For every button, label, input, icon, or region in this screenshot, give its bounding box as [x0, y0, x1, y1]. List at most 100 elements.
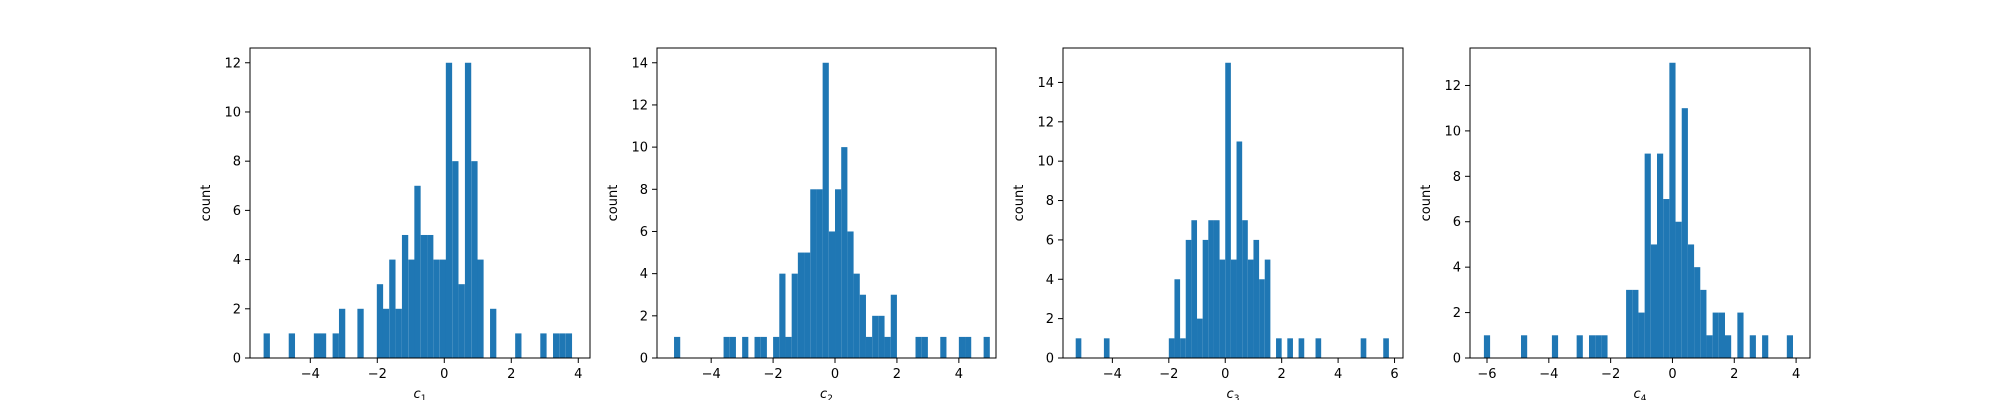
histogram-bar — [853, 273, 860, 358]
histogram-bar — [1706, 335, 1713, 358]
x-tick-label: 4 — [1792, 367, 1800, 382]
y-axis-label: count — [606, 185, 621, 222]
histogram-bar — [1276, 338, 1282, 358]
x-tick-label: −4 — [702, 367, 721, 382]
y-tick-label: 10 — [224, 105, 241, 120]
y-tick-label: 6 — [233, 204, 241, 219]
histogram-bar — [779, 273, 786, 358]
histogram-bar — [458, 284, 465, 358]
x-tick-label: −6 — [1477, 367, 1496, 382]
histogram-bar — [1191, 220, 1198, 358]
histogram-bar — [1230, 259, 1237, 358]
histogram-panel-2: −4 −2 0 2 4 0 2 4 6 8 10 12 14 c2 count — [606, 47, 997, 400]
x-tick-label: −2 — [764, 367, 783, 382]
histogram-bar — [1675, 221, 1682, 358]
histogram-bar — [1663, 199, 1670, 358]
histogram-bar — [791, 273, 798, 358]
x-tick-label: 4 — [955, 367, 963, 382]
axes-frame — [1062, 47, 1404, 359]
histogram-bar — [338, 308, 346, 358]
histogram-bar — [835, 189, 842, 358]
y-tick-label: 12 — [224, 56, 241, 71]
y-tick-label: 2 — [1453, 306, 1461, 321]
histogram-panel-1: −4 −2 0 2 4 0 2 4 6 8 10 12 c1 count — [199, 47, 591, 400]
y-tick-label: 4 — [233, 253, 241, 268]
x-tick-label: 0 — [1668, 367, 1676, 382]
histogram-bar — [1197, 318, 1203, 358]
histogram-bar — [1576, 335, 1583, 358]
histogram-bar — [1208, 220, 1214, 358]
histogram-bar — [540, 333, 547, 358]
y-tick-label: 12 — [1444, 79, 1461, 94]
x-tick-label: 4 — [574, 367, 582, 382]
histogram-bar — [760, 336, 767, 358]
histogram-bar — [1225, 62, 1231, 358]
y-tick-label: 14 — [631, 56, 648, 71]
histogram-bar — [859, 294, 866, 358]
histogram-bar — [1700, 289, 1707, 358]
histogram-bar — [376, 284, 384, 358]
x-tick-label: −2 — [1159, 367, 1178, 382]
axes-frame — [249, 47, 591, 359]
y-tick-label: 14 — [1037, 76, 1054, 91]
y-tick-label: 8 — [233, 155, 241, 170]
histogram-bar — [1360, 338, 1367, 358]
histogram-bar — [565, 333, 573, 358]
histogram-bar — [1551, 335, 1559, 358]
histogram-bar — [313, 333, 321, 358]
histogram-bar — [921, 336, 928, 358]
histogram-bar — [433, 259, 440, 358]
histogram-bar — [816, 189, 823, 358]
histogram-bar — [427, 234, 434, 358]
histogram-bar — [1253, 239, 1260, 358]
histogram-bar — [1681, 108, 1688, 359]
histogram-bar — [1483, 335, 1491, 358]
axes-frame — [656, 47, 997, 359]
y-tick-label: 6 — [640, 225, 648, 240]
x-tick-label: −4 — [1539, 367, 1558, 382]
histogram-bar — [1180, 338, 1186, 358]
histogram-bar — [940, 336, 947, 358]
histogram-bar — [471, 161, 478, 358]
histogram-bar — [1669, 62, 1676, 358]
histogram-bar — [1595, 335, 1602, 358]
histogram-bar — [1712, 312, 1719, 358]
histogram-bar — [1298, 338, 1305, 358]
histogram-bar — [1638, 312, 1645, 358]
y-axis-label: count — [1419, 185, 1434, 222]
histogram-bar — [674, 336, 681, 358]
y-tick-label: 10 — [1444, 124, 1461, 139]
y-tick-label: 0 — [233, 352, 241, 367]
y-tick-label: 4 — [1046, 273, 1054, 288]
histogram-bar — [408, 259, 415, 358]
y-tick-label: 12 — [631, 98, 648, 113]
y-tick-label: 6 — [1046, 233, 1054, 248]
y-tick-label: 12 — [1037, 115, 1054, 130]
y-tick-label: 10 — [631, 141, 648, 156]
y-axis-label: count — [1012, 185, 1027, 222]
histogram-bar — [1185, 239, 1192, 358]
y-tick-label: 4 — [1453, 261, 1461, 276]
histogram-bar — [958, 336, 966, 358]
histogram-bar — [332, 333, 339, 358]
histogram-bar — [445, 62, 453, 358]
x-axis-label: c2 — [820, 387, 833, 400]
histogram-bar — [490, 308, 497, 358]
histogram-bar — [841, 147, 848, 358]
histogram-bar — [828, 231, 836, 358]
histogram-bar — [357, 308, 364, 358]
x-tick-label: 2 — [507, 367, 515, 382]
histogram-bar — [847, 231, 854, 358]
x-tick-label: 4 — [1334, 367, 1342, 382]
histogram-bar — [1650, 244, 1657, 358]
histogram-bar — [1315, 338, 1322, 358]
histogram-bar — [822, 62, 829, 358]
histogram-bar — [1168, 338, 1175, 358]
histogram-bar — [1737, 312, 1744, 358]
histogram-bar — [1589, 335, 1596, 358]
histogram-bar — [1213, 220, 1220, 358]
histogram-bar — [1202, 239, 1209, 358]
histogram-bar — [1762, 335, 1769, 358]
x-axis-label: c3 — [1227, 387, 1240, 400]
